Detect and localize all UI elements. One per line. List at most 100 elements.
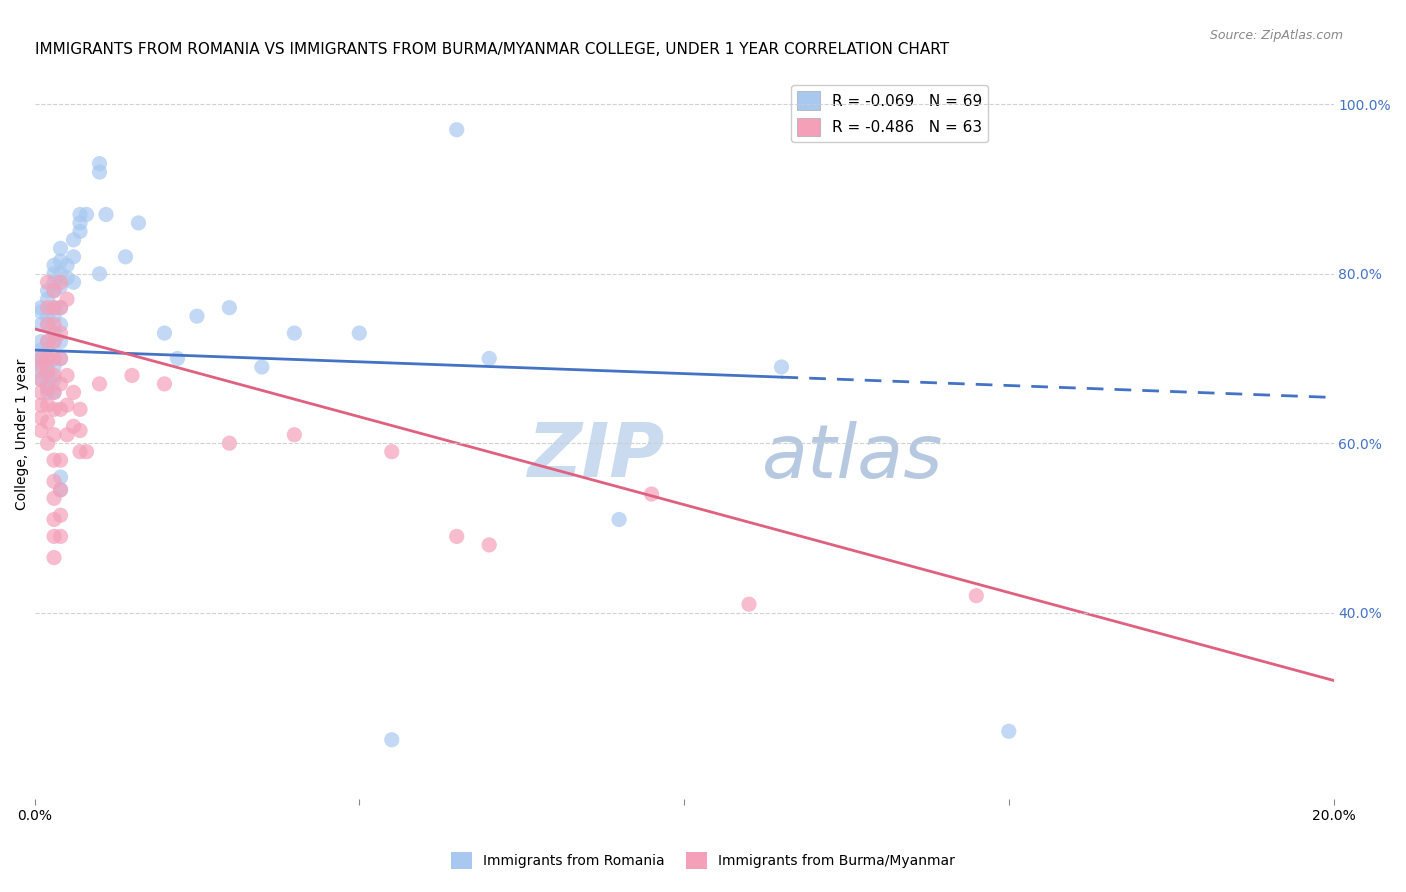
Point [42, 427, 65, 442]
Point [30, 385, 52, 400]
Point [37, 343, 59, 357]
Point [42, 334, 65, 349]
Point [186, 309, 208, 323]
Point [114, 250, 136, 264]
Point [49, 334, 72, 349]
Point [42, 275, 65, 289]
Point [218, 436, 240, 450]
Text: IMMIGRANTS FROM ROMANIA VS IMMIGRANTS FROM BURMA/MYANMAR COLLEGE, UNDER 1 YEAR C: IMMIGRANTS FROM ROMANIA VS IMMIGRANTS FR… [35, 42, 949, 57]
Point [478, 351, 501, 366]
Point [37, 436, 59, 450]
Point [283, 326, 305, 340]
Point [250, 359, 273, 374]
Point [478, 538, 501, 552]
Point [166, 351, 188, 366]
Point [30, 305, 52, 319]
Point [30, 334, 52, 349]
Point [30, 398, 52, 412]
Point [37, 334, 59, 349]
Point [49, 483, 72, 497]
Point [30, 424, 52, 438]
Point [49, 470, 72, 484]
Point [997, 724, 1019, 739]
Point [42, 284, 65, 298]
Point [42, 334, 65, 349]
Point [30, 359, 52, 374]
Point [446, 529, 468, 543]
Point [89, 156, 111, 170]
Point [49, 254, 72, 268]
Point [42, 359, 65, 374]
Point [37, 351, 59, 366]
Point [42, 326, 65, 340]
Point [37, 309, 59, 323]
Text: ZIP: ZIP [529, 420, 665, 493]
Point [218, 301, 240, 315]
Point [37, 359, 59, 374]
Point [42, 258, 65, 272]
Point [49, 351, 72, 366]
Point [37, 292, 59, 306]
Point [30, 356, 52, 370]
Point [42, 368, 65, 383]
Point [30, 410, 52, 425]
Point [49, 301, 72, 315]
Point [42, 550, 65, 565]
Point [89, 376, 111, 391]
Point [49, 376, 72, 391]
Point [89, 267, 111, 281]
Point [49, 267, 72, 281]
Point [42, 373, 65, 387]
Point [62, 419, 84, 434]
Point [30, 351, 52, 366]
Point [56, 271, 79, 285]
Point [49, 275, 72, 289]
Point [42, 301, 65, 315]
Point [30, 343, 52, 357]
Point [56, 398, 79, 412]
Point [42, 267, 65, 281]
Point [37, 318, 59, 332]
Point [76, 207, 98, 221]
Point [37, 381, 59, 395]
Point [121, 368, 143, 383]
Point [30, 351, 52, 366]
Point [42, 512, 65, 526]
Point [42, 385, 65, 400]
Point [49, 483, 72, 497]
Point [640, 487, 662, 501]
Point [37, 368, 59, 383]
Point [37, 376, 59, 391]
Point [76, 444, 98, 458]
Point [49, 318, 72, 332]
Point [69, 424, 91, 438]
Point [49, 508, 72, 523]
Point [30, 318, 52, 332]
Point [69, 402, 91, 417]
Point [283, 427, 305, 442]
Point [30, 373, 52, 387]
Text: atlas: atlas [762, 421, 943, 492]
Point [37, 284, 59, 298]
Point [37, 364, 59, 378]
Point [49, 326, 72, 340]
Point [30, 301, 52, 315]
Point [69, 224, 91, 238]
Point [69, 444, 91, 458]
Y-axis label: College, Under 1 year: College, Under 1 year [15, 359, 30, 510]
Point [49, 453, 72, 467]
Point [30, 373, 52, 387]
Point [37, 385, 59, 400]
Point [30, 364, 52, 378]
Point [62, 275, 84, 289]
Point [49, 351, 72, 366]
Point [69, 207, 91, 221]
Point [42, 402, 65, 417]
Point [56, 427, 79, 442]
Point [62, 385, 84, 400]
Point [37, 334, 59, 349]
Point [381, 732, 404, 747]
Point [738, 597, 761, 611]
Point [42, 491, 65, 506]
Point [446, 122, 468, 136]
